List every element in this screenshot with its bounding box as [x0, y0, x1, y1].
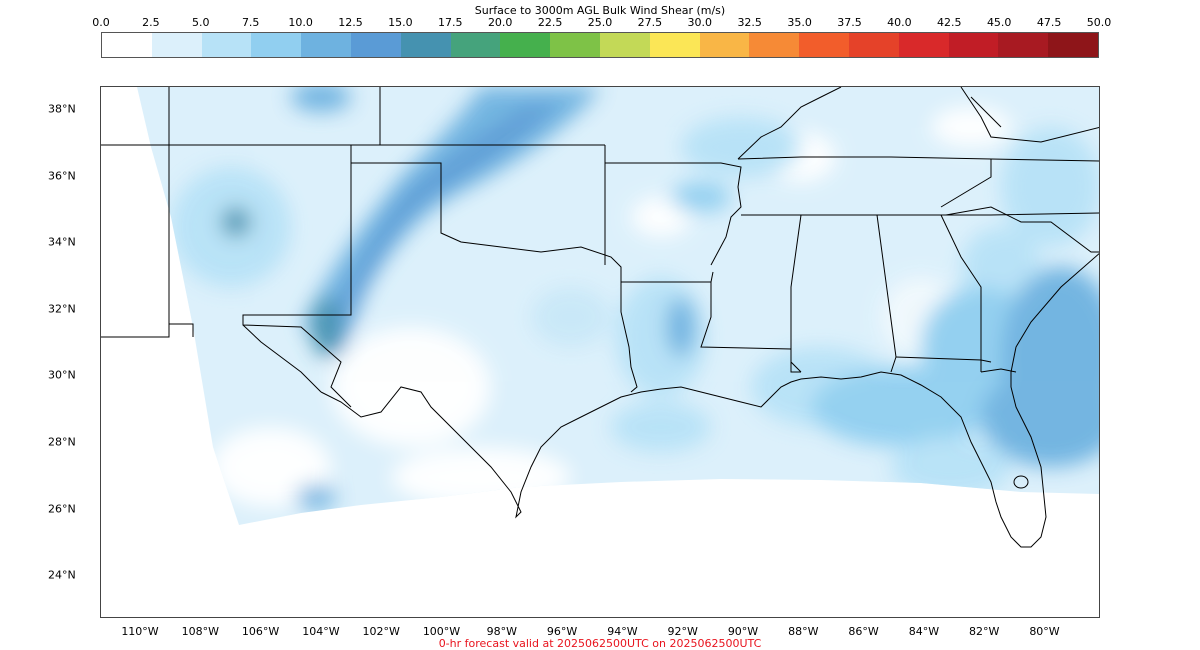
- colorbar-tick-label: 50.0: [1086, 16, 1112, 29]
- colorbar-swatch: [400, 33, 451, 57]
- latitude-label: 36°N: [48, 169, 76, 183]
- longitude-label: 102°W: [362, 625, 400, 638]
- colorbar-swatch: [848, 33, 899, 57]
- longitude-label: 104°W: [302, 625, 340, 638]
- colorbar-swatch: [251, 33, 302, 57]
- longitude-label: 108°W: [181, 625, 219, 638]
- longitude-label: 88°W: [788, 625, 819, 638]
- longitude-label: 92°W: [667, 625, 698, 638]
- longitude-label: 100°W: [422, 625, 461, 638]
- colorbar: [101, 32, 1099, 58]
- colorbar-swatch: [301, 33, 351, 57]
- latitude-label: 24°N: [48, 568, 76, 582]
- map-panel[interactable]: [100, 86, 1100, 618]
- colorbar-tick-label: 32.5: [737, 16, 762, 29]
- latitude-label: 34°N: [48, 235, 76, 249]
- colorbar-tick-label: 47.5: [1036, 16, 1062, 29]
- latitude-label: 38°N: [48, 102, 76, 116]
- colorbar-swatch: [699, 33, 750, 57]
- colorbar-swatch: [599, 33, 650, 57]
- colorbar-swatch: [350, 33, 401, 57]
- colorbar-swatch: [749, 33, 800, 57]
- colorbar-swatch: [450, 33, 501, 57]
- longitude-label: 90°W: [727, 625, 759, 638]
- colorbar-swatch: [898, 33, 949, 57]
- colorbar-tick-label: 5.0: [192, 16, 210, 29]
- colorbar-tick-label: 35.0: [787, 16, 812, 29]
- colorbar-tick-label: 45.0: [986, 16, 1012, 29]
- colorbar-tick-label: 10.0: [288, 16, 313, 29]
- colorbar-tick-label: 27.5: [637, 16, 663, 29]
- colorbar-tick-label: 7.5: [241, 16, 260, 29]
- colorbar-tick-label: 22.5: [537, 16, 563, 29]
- colorbar-tick-label: 17.5: [438, 16, 463, 29]
- colorbar-swatch: [799, 33, 849, 57]
- colorbar-swatch: [151, 33, 202, 57]
- longitude-label: 98°W: [486, 625, 517, 638]
- forecast-valid-text: 0-hr forecast valid at 2025062500UTC on …: [438, 637, 762, 650]
- latitude-label: 28°N: [48, 435, 76, 449]
- colorbar-swatch: [201, 33, 252, 57]
- political-borders: [101, 87, 1099, 548]
- colorbar-swatch: [550, 33, 600, 57]
- longitude-label: 106°W: [241, 625, 280, 638]
- colorbar-tick-label: 37.5: [837, 16, 862, 29]
- longitude-label: 110°W: [121, 625, 159, 638]
- colorbar-swatch: [500, 33, 551, 57]
- colorbar-swatch: [1048, 33, 1098, 57]
- colorbar-tick-label: 30.0: [687, 16, 713, 29]
- longitude-label: 84°W: [908, 625, 940, 638]
- longitude-label: 96°W: [546, 625, 578, 638]
- colorbar-swatch: [649, 33, 700, 57]
- latitude-label: 26°N: [48, 502, 76, 516]
- colorbar-tick-label: 25.0: [587, 16, 613, 29]
- colorbar-tick-label: 40.0: [887, 16, 912, 29]
- longitude-label: 86°W: [848, 625, 879, 638]
- colorbar-tick-label: 15.0: [388, 16, 413, 29]
- colorbar-tick-label: 42.5: [937, 16, 962, 29]
- longitude-label: 80°W: [1029, 625, 1060, 638]
- shear-map-svg: [101, 87, 1099, 548]
- latitude-label: 32°N: [48, 302, 76, 316]
- latitude-label: 30°N: [48, 368, 76, 382]
- colorbar-tick-label: 12.5: [338, 16, 363, 29]
- longitude-label: 94°W: [607, 625, 638, 638]
- colorbar-tick-label: 20.0: [487, 16, 513, 29]
- map-title: Surface to 3000m AGL Bulk Wind Shear (m/…: [474, 4, 726, 17]
- colorbar-swatch: [948, 33, 999, 57]
- colorbar-tick-label: 0.0: [92, 16, 110, 29]
- longitude-label: 82°W: [969, 625, 1000, 638]
- colorbar-swatch: [998, 33, 1049, 57]
- colorbar-tick-labels: 0.0 2.5 5.0 7.5 10.0 12.5 15.0 17.5 20.0 22.5 25.0…: [0, 16, 1200, 30]
- colorbar-tick-label: 2.5: [142, 16, 160, 29]
- shear-field: [137, 87, 1099, 525]
- colorbar-swatch: [102, 33, 152, 57]
